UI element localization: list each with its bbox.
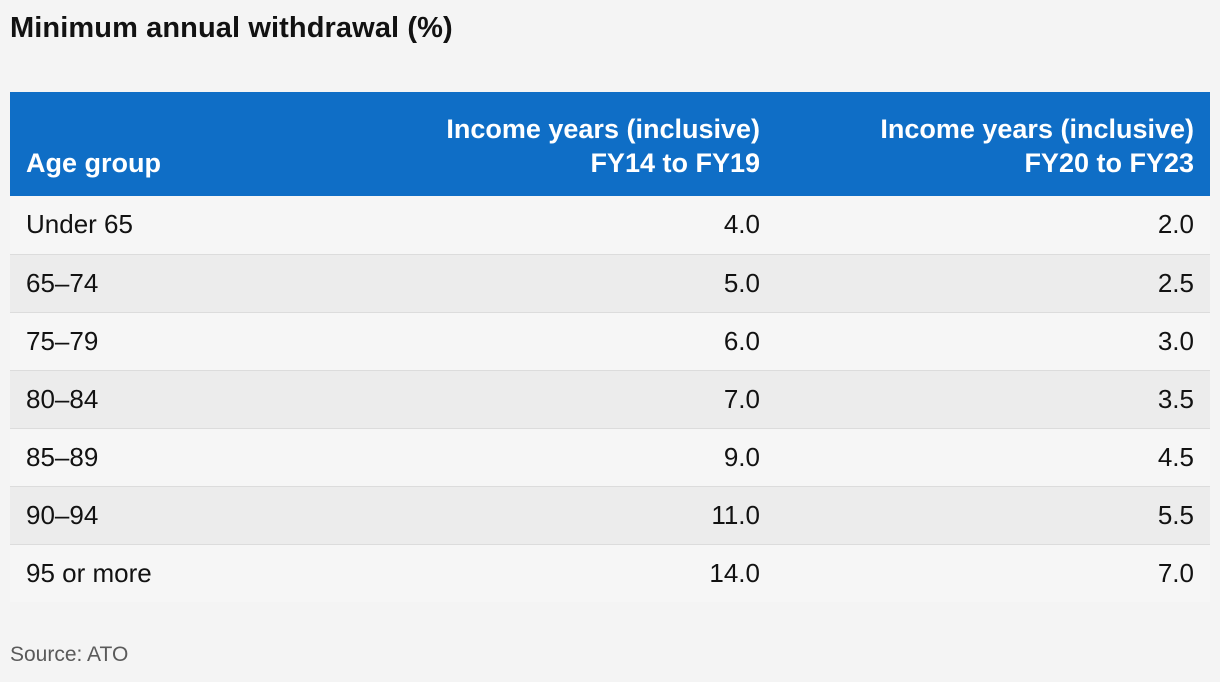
table-row: Under 65 4.0 2.0 (10, 196, 1210, 254)
header-row: Age group Income years (inclusive) FY14 … (10, 92, 1210, 196)
header-age-group: Age group (26, 148, 161, 178)
chart-title: Minimum annual withdrawal (%) (10, 12, 453, 44)
header-fy20-fy23-line1: Income years (inclusive) (880, 114, 1194, 144)
cell-fy14-fy19: 7.0 (723, 383, 760, 414)
header-fy14-fy19-line2: FY14 to FY19 (590, 148, 760, 178)
cell-fy14-fy19: 4.0 (723, 209, 760, 240)
cell-fy20-fy23: 3.5 (1157, 383, 1194, 414)
cell-fy20-fy23: 7.0 (1157, 557, 1194, 588)
cell-fy14-fy19: 14.0 (709, 557, 760, 588)
cell-fy20-fy23: 4.5 (1157, 441, 1194, 472)
cell-fy20-fy23: 2.0 (1157, 209, 1194, 240)
cell-age-group: 90–94 (26, 499, 99, 530)
header-fy14-fy19: Income years (inclusive) FY14 to FY19 (342, 92, 776, 196)
table-row: 85–89 9.0 4.5 (10, 428, 1210, 486)
table-row: 65–74 5.0 2.5 (10, 254, 1210, 312)
source-note: Source: ATO (10, 643, 129, 666)
table-row: 95 or more 14.0 7.0 (10, 544, 1210, 602)
table-row: 80–84 7.0 3.5 (10, 370, 1210, 428)
cell-age-group: 75–79 (26, 325, 99, 356)
cell-fy20-fy23: 2.5 (1157, 267, 1194, 298)
cell-fy20-fy23: 5.5 (1157, 499, 1194, 530)
cell-age-group: 65–74 (26, 267, 99, 298)
cell-age-group: Under 65 (26, 209, 133, 240)
cell-age-group: 85–89 (26, 441, 99, 472)
cell-age-group: 80–84 (26, 383, 99, 414)
header-fy14-fy19-line1: Income years (inclusive) (446, 114, 760, 144)
header-fy20-fy23: Income years (inclusive) FY20 to FY23 (776, 92, 1210, 196)
cell-fy14-fy19: 6.0 (723, 325, 760, 356)
withdrawal-table: Age group Income years (inclusive) FY14 … (10, 92, 1210, 602)
header-fy20-fy23-line2: FY20 to FY23 (1024, 148, 1194, 178)
table-header: Age group Income years (inclusive) FY14 … (10, 92, 1210, 196)
cell-fy14-fy19: 9.0 (723, 441, 760, 472)
cell-fy20-fy23: 3.0 (1157, 325, 1194, 356)
table-row: 90–94 11.0 5.5 (10, 486, 1210, 544)
table-body: Under 65 4.0 2.0 65–74 5.0 2.5 75–79 6.0 3.0 80–8… (10, 196, 1210, 602)
withdrawal-table-container: Age group Income years (inclusive) FY14 … (10, 92, 1210, 602)
cell-fy14-fy19: 5.0 (723, 267, 760, 298)
cell-age-group: 95 or more (26, 557, 152, 588)
cell-fy14-fy19: 11.0 (711, 499, 760, 530)
table-row: 75–79 6.0 3.0 (10, 312, 1210, 370)
